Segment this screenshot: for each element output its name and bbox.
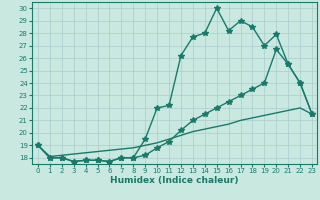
X-axis label: Humidex (Indice chaleur): Humidex (Indice chaleur) <box>110 176 239 185</box>
